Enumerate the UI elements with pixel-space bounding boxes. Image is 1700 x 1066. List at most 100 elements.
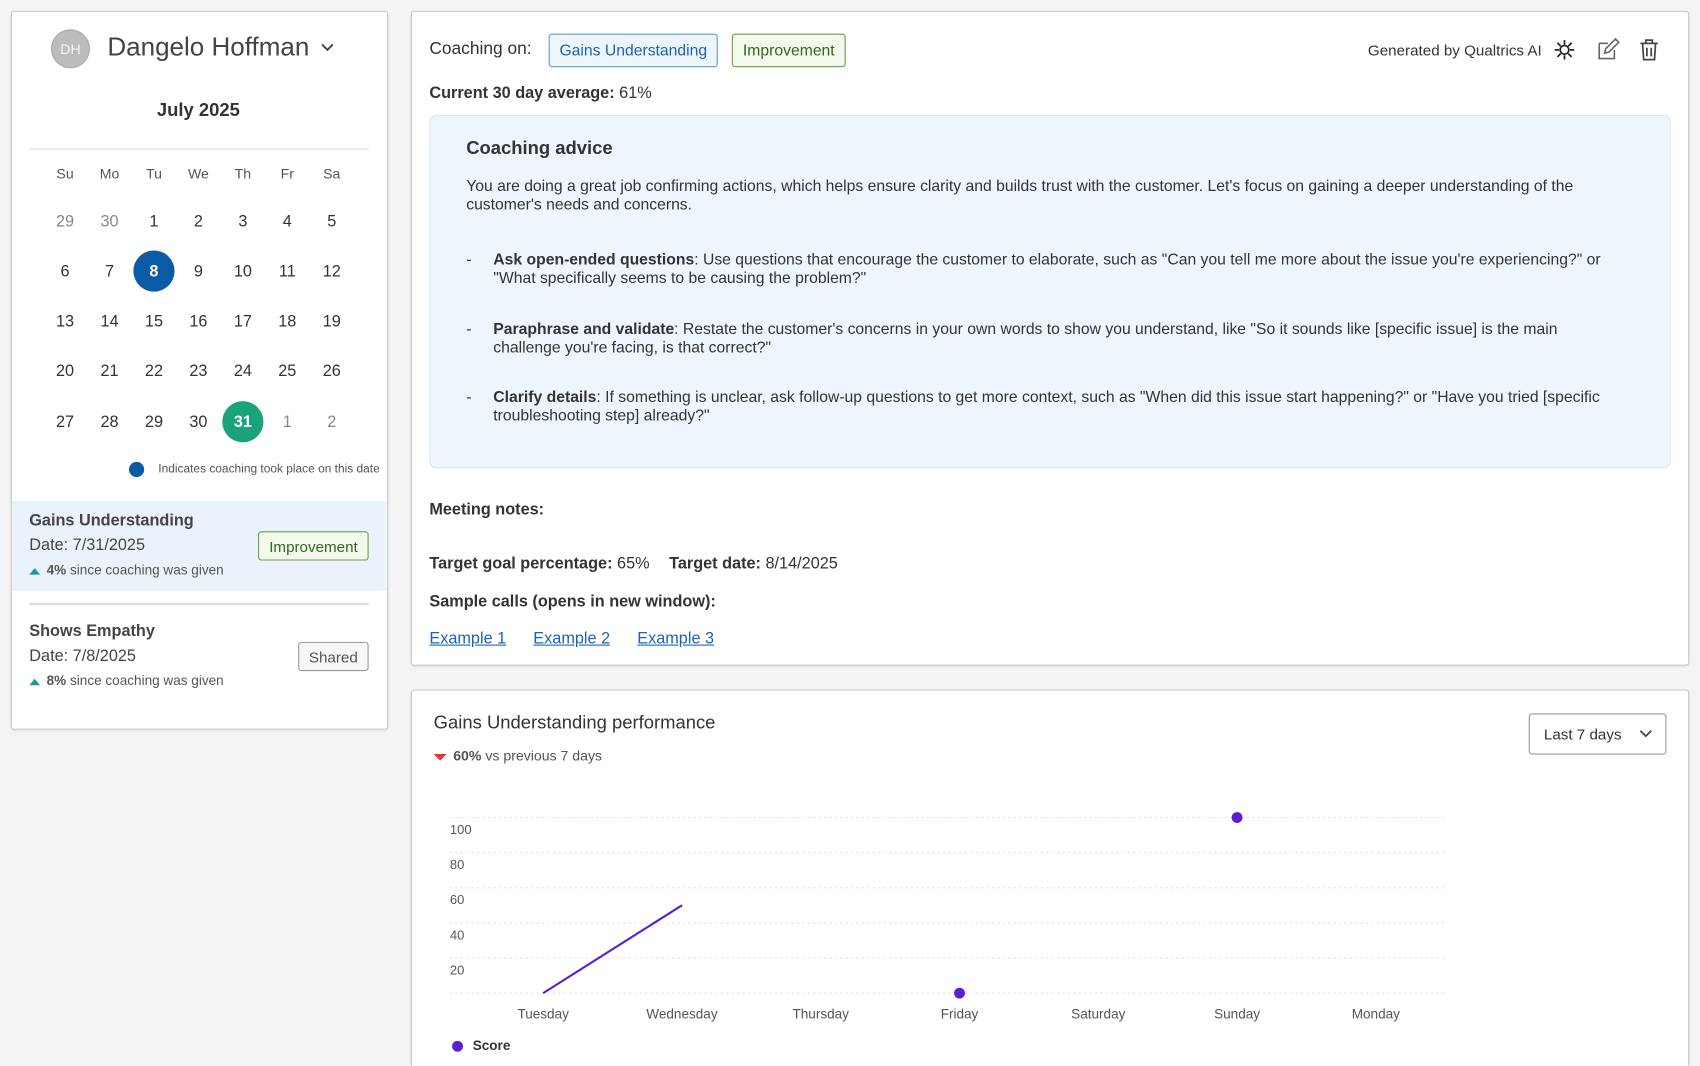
calendar-day[interactable]: 29 xyxy=(144,412,164,432)
calendar-day[interactable]: 12 xyxy=(322,262,341,281)
delete-button[interactable] xyxy=(1638,38,1660,62)
calendar-day[interactable]: 8 xyxy=(133,250,175,292)
calendar-day[interactable]: 30 xyxy=(189,412,208,432)
x-tick-label: Wednesday xyxy=(646,1006,718,1021)
calendar-day[interactable]: 4 xyxy=(282,211,292,231)
weekday: Fr xyxy=(280,165,294,182)
chart: 20 40 60 80 100 Tuesday Wednesday Thursday Frida… xyxy=(449,812,1445,1053)
calendar-day[interactable]: 6 xyxy=(60,262,70,281)
current-average: Current 30 day average: 61% xyxy=(429,84,651,102)
calendar-day[interactable]: 14 xyxy=(100,312,119,331)
calendar-day[interactable]: 29 xyxy=(56,211,75,231)
sample-link[interactable]: Example 2 xyxy=(533,629,611,648)
calendar-month: July 2025 xyxy=(156,99,240,121)
target-goal: 65% xyxy=(617,554,650,573)
change-value: 60% xyxy=(453,747,482,764)
bullet-text: : Restate the customer's concerns in you… xyxy=(493,320,1558,357)
y-tick-label: 40 xyxy=(450,927,464,942)
sample-link[interactable]: Example 1 xyxy=(429,629,507,648)
x-tick-label: Thursday xyxy=(792,1006,849,1021)
weekday: Th xyxy=(234,165,252,182)
weekday: Sa xyxy=(323,165,341,182)
x-tick-label: Monday xyxy=(1352,1006,1400,1021)
calendar-day[interactable]: 3 xyxy=(238,211,248,231)
range-label: Last 7 days xyxy=(1543,725,1622,743)
change-value: 4% xyxy=(46,562,67,578)
left-panel xyxy=(10,10,389,730)
ai-icon xyxy=(1554,40,1575,60)
x-tick-label: Tuesday xyxy=(517,1006,569,1021)
data-point xyxy=(954,987,965,999)
coaching-tag: Improvement xyxy=(732,33,846,68)
calendar-day[interactable]: 30 xyxy=(100,211,119,231)
calendar-day[interactable]: 1 xyxy=(282,412,292,432)
calendar-day[interactable]: 21 xyxy=(100,362,119,381)
calendar-day[interactable]: 9 xyxy=(193,262,203,281)
calendar-day[interactable]: 11 xyxy=(278,262,296,281)
samples-label: Sample calls (opens in new window): xyxy=(429,592,716,611)
calendar-day[interactable]: 17 xyxy=(233,312,252,331)
weekday: Su xyxy=(56,165,74,182)
performance-panel xyxy=(410,689,1690,1066)
calendar-day[interactable]: 16 xyxy=(189,312,208,331)
calendar-day[interactable]: 1 xyxy=(149,211,159,231)
weekday: Mo xyxy=(99,165,120,182)
calendar-legend: Indicates coaching took place on this da… xyxy=(158,462,380,476)
weekday: Tu xyxy=(145,165,162,182)
calendar-day[interactable]: 20 xyxy=(56,362,75,381)
dropdown-chevron[interactable] xyxy=(321,42,334,53)
advice-intro: You are doing a great job confirming act… xyxy=(466,177,1574,214)
change-value: 8% xyxy=(46,673,67,689)
calendar-day[interactable]: 31 xyxy=(222,401,264,443)
legend-label: Score xyxy=(473,1038,511,1053)
status-badge: Shared xyxy=(297,641,369,672)
weekday: We xyxy=(187,165,209,182)
calendar-day[interactable]: 2 xyxy=(193,211,203,231)
bullet-dash: - xyxy=(466,389,472,407)
coaching-tag: Gains Understanding xyxy=(548,33,718,68)
sample-link[interactable]: Example 3 xyxy=(637,629,715,648)
session-change: 8% since coaching was given xyxy=(29,673,224,689)
bullet-dash: - xyxy=(466,251,472,269)
calendar-day[interactable]: 15 xyxy=(144,312,164,331)
user-name[interactable]: Dangelo Hoffman xyxy=(107,32,310,62)
divider xyxy=(29,602,369,605)
calendar-day[interactable]: 13 xyxy=(56,312,75,331)
calendar-day[interactable]: 27 xyxy=(56,412,75,432)
session-title[interactable]: Shows Empathy xyxy=(29,621,155,641)
coaching-label: Coaching on: xyxy=(429,40,532,59)
target-date: 8/14/2025 xyxy=(765,554,838,573)
calendar-day[interactable]: 28 xyxy=(100,412,119,432)
change-text: since coaching was given xyxy=(69,562,224,578)
calendar-day[interactable]: 5 xyxy=(327,211,337,231)
calendar-day[interactable]: 10 xyxy=(233,262,252,281)
data-point xyxy=(1231,812,1243,823)
calendar-day[interactable]: 23 xyxy=(189,362,208,381)
target-date-label: Target date: xyxy=(669,554,761,573)
calendar-day[interactable]: 7 xyxy=(104,262,115,281)
calendar-day[interactable]: 24 xyxy=(233,362,252,381)
session-date: Date: 7/31/2025 xyxy=(29,536,146,555)
change-text: vs previous 7 days xyxy=(485,747,603,764)
calendar-day[interactable]: 19 xyxy=(322,312,341,331)
calendar-day[interactable]: 2 xyxy=(327,412,337,432)
calendar-day[interactable]: 22 xyxy=(144,362,164,381)
calendar-day[interactable]: 26 xyxy=(322,362,341,381)
session-date: Date: 7/8/2025 xyxy=(29,646,136,666)
calendar-day[interactable]: 25 xyxy=(278,362,297,381)
bullet-term: Clarify details xyxy=(493,389,597,407)
trend-icon xyxy=(29,678,41,685)
calendar-day[interactable]: 18 xyxy=(278,312,297,331)
x-tick-label: Saturday xyxy=(1071,1006,1125,1021)
x-tick-label: Sunday xyxy=(1214,1006,1260,1021)
bullet-text: : Use questions that encourage the custo… xyxy=(493,251,1601,288)
bullet-body: Clarify details: If something is unclear… xyxy=(493,389,1626,426)
range-dropdown[interactable]: Last 7 days xyxy=(1528,713,1667,755)
edit-button[interactable] xyxy=(1596,37,1620,62)
performance-change: 60% vs previous 7 days xyxy=(433,747,603,764)
y-tick-label: 80 xyxy=(450,857,464,872)
bullet-text: : If something is unclear, ask follow-up… xyxy=(493,389,1600,426)
generated-by: Generated by Qualtrics AI xyxy=(1367,41,1542,59)
session-title[interactable]: Gains Understanding xyxy=(29,511,194,530)
